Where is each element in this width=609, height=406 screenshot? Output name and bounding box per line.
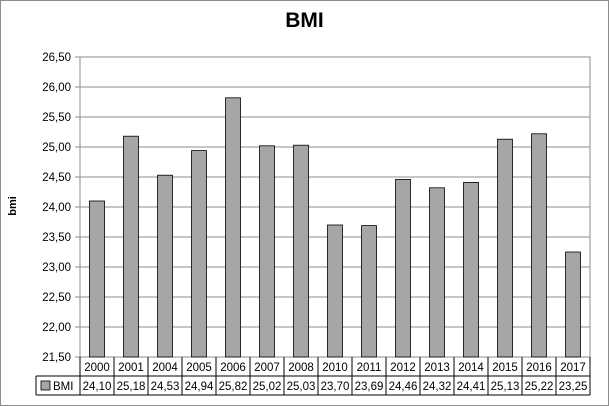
y-tick-label: 25,00 (42, 142, 71, 154)
x-category-label: 2017 (560, 362, 586, 374)
x-category-label: 2007 (254, 362, 280, 374)
data-table-value: 24,41 (457, 381, 486, 393)
bar (463, 181, 479, 358)
bar (89, 200, 105, 358)
bar (259, 145, 275, 358)
bar (565, 251, 581, 358)
bar (531, 133, 547, 358)
data-table-value: 23,25 (559, 381, 588, 393)
y-tick-label: 24,00 (42, 202, 71, 214)
data-table-value: 24,53 (151, 381, 180, 393)
x-category-label: 2014 (458, 362, 484, 374)
bar (497, 138, 513, 358)
bar (157, 174, 173, 358)
x-category-label: 2005 (186, 362, 212, 374)
x-category-label: 2004 (152, 362, 178, 374)
data-table-value: 25,02 (253, 381, 282, 393)
data-table-value: 24,10 (83, 381, 112, 393)
y-tick-label: 24,50 (42, 172, 71, 184)
data-table-value: 25,18 (117, 381, 146, 393)
y-tick-label: 26,00 (42, 82, 71, 94)
x-category-label: 2001 (118, 362, 144, 374)
bar (191, 150, 207, 358)
x-category-label: 2015 (492, 362, 518, 374)
data-table-value: 25,03 (287, 381, 316, 393)
x-category-label: 2010 (322, 362, 348, 374)
chart-title: BMI (285, 9, 324, 32)
data-table-value: 23,69 (355, 381, 384, 393)
legend-key-swatch (40, 380, 51, 391)
y-tick-label: 23,50 (42, 232, 71, 244)
data-table-value: 25,82 (219, 381, 248, 393)
data-table-value: 23,70 (321, 381, 350, 393)
x-category-label: 2006 (220, 362, 246, 374)
y-tick-label: 22,50 (42, 292, 71, 304)
x-category-label: 2008 (288, 362, 314, 374)
x-category-label: 2000 (84, 362, 110, 374)
bar (327, 224, 343, 358)
bar (293, 144, 309, 358)
x-category-label: 2011 (357, 362, 382, 374)
bar (123, 135, 139, 358)
bar (225, 97, 241, 358)
data-table-value: 25,13 (491, 381, 520, 393)
data-table-value: 24,94 (185, 381, 214, 393)
x-category-label: 2016 (526, 362, 552, 374)
data-table-value: 24,32 (423, 381, 452, 393)
legend-key-label: BMI (53, 381, 73, 393)
data-table-value: 25,22 (525, 381, 554, 393)
y-tick-label: 22,00 (42, 322, 71, 334)
bar (361, 225, 377, 358)
x-category-label: 2012 (390, 362, 416, 374)
bar (429, 187, 445, 358)
x-category-label: 2013 (424, 362, 450, 374)
data-table-value: 24,46 (389, 381, 418, 393)
bar (395, 178, 411, 358)
y-tick-label: 23,00 (42, 262, 71, 274)
y-tick-label: 26,50 (42, 52, 71, 64)
y-tick-label: 21,50 (42, 352, 71, 364)
y-tick-label: 25,50 (42, 112, 71, 124)
